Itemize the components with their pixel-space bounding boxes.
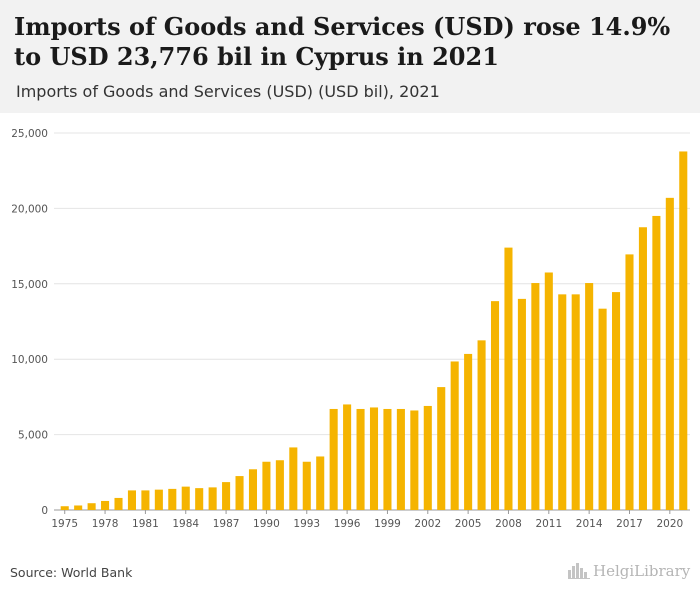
chart-subtitle: Imports of Goods and Services (USD) (USD… [16, 82, 440, 101]
bar-1976 [74, 505, 83, 510]
y-tick-label: 25,000 [11, 128, 48, 140]
bar-2018 [638, 227, 647, 510]
x-tick-label: 2017 [616, 518, 643, 530]
x-axis-tick-labels: 1975 1978 1981 1984 1987 1990 1993 1996 1999 2002… [51, 510, 683, 530]
bar-2000 [396, 408, 405, 510]
x-tick-label: 1993 [293, 518, 320, 530]
bar-1992 [289, 447, 298, 510]
bar-1986 [208, 487, 217, 510]
y-axis-tick-labels: 0 5,000 10,000 15,000 20,000 25,000 [11, 128, 48, 517]
x-tick-label: 1999 [374, 518, 401, 530]
y-tick-label: 15,000 [11, 279, 48, 291]
gridlines [54, 132, 690, 511]
chart-title: Imports of Goods and Services (USD) rose… [14, 12, 671, 71]
bar-2020 [665, 197, 674, 510]
bar-2004 [450, 361, 459, 510]
bar-1995 [329, 408, 338, 510]
x-tick-label: 1978 [92, 518, 119, 530]
bar-1985 [195, 488, 204, 510]
bar-1980 [127, 490, 136, 510]
bar-1987 [222, 482, 231, 510]
bar-1975 [60, 506, 69, 510]
x-tick-label: 1984 [172, 518, 199, 530]
bar-2012 [558, 294, 567, 510]
bar-2021 [679, 151, 688, 510]
y-tick-label: 20,000 [11, 203, 48, 215]
brand-logo: HelgiLibrary [568, 562, 690, 580]
x-tick-label: 2008 [495, 518, 522, 530]
bar-1999 [383, 408, 392, 510]
x-tick-label: 1987 [213, 518, 240, 530]
bar-1983 [168, 488, 177, 510]
source-note: Source: World Bank [10, 565, 133, 580]
bar-1990 [262, 461, 271, 510]
bar-1982 [154, 489, 163, 510]
bar-2006 [477, 340, 486, 510]
x-tick-label: 2011 [535, 518, 562, 530]
y-tick-label: 0 [41, 505, 48, 517]
y-tick-label: 10,000 [11, 354, 48, 366]
bar-1981 [141, 490, 150, 510]
x-tick-label: 2002 [414, 518, 441, 530]
bar-1996 [343, 404, 352, 510]
bar-1991 [275, 460, 284, 510]
bar-2017 [625, 254, 634, 510]
bar-1997 [356, 408, 365, 510]
bar-2013 [571, 294, 580, 510]
y-tick-label: 5,000 [18, 430, 48, 442]
brand-name: HelgiLibrary [593, 562, 691, 580]
bar-1988 [235, 476, 244, 510]
bar-2009 [517, 298, 526, 510]
bar-1998 [369, 407, 379, 510]
x-tick-label: 1981 [132, 518, 159, 530]
bar-2005 [464, 353, 473, 510]
x-tick-label: 1975 [51, 518, 78, 530]
bars [60, 151, 688, 510]
bar-2002 [423, 405, 432, 510]
bar-2001 [410, 410, 419, 510]
bar-1993 [302, 461, 311, 510]
city-skyline-icon [568, 563, 590, 579]
bar-2003 [437, 387, 446, 510]
bar-1978 [101, 500, 110, 510]
bar-1979 [114, 497, 123, 510]
bar-2019 [652, 215, 661, 510]
bar-2007 [490, 301, 500, 510]
bar-2016 [612, 292, 621, 510]
bar-1984 [181, 486, 190, 510]
bar-2011 [544, 272, 553, 510]
x-tick-label: 1990 [253, 518, 280, 530]
x-tick-label: 2020 [656, 518, 683, 530]
bar-1994 [316, 456, 325, 510]
bar-1989 [248, 469, 258, 510]
bar-2015 [598, 308, 607, 510]
x-tick-label: 1996 [334, 518, 361, 530]
chart-header: Imports of Goods and Services (USD) rose… [0, 0, 700, 113]
bar-2008 [504, 247, 513, 510]
bar-2014 [585, 283, 594, 510]
x-tick-label: 2014 [576, 518, 603, 530]
bar-1977 [87, 503, 96, 510]
bar-2010 [531, 283, 540, 510]
x-tick-label: 2005 [455, 518, 482, 530]
